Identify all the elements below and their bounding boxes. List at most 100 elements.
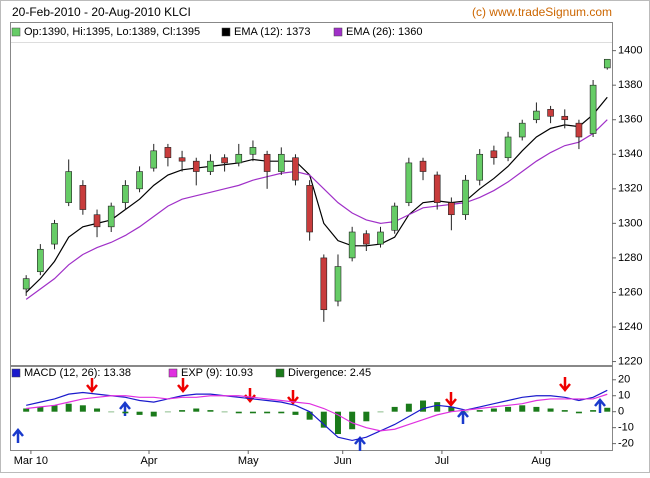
candle-body [377,231,384,245]
buy-arrow [354,436,366,451]
divergence-bar [349,411,356,430]
legend-label: Op:1390, Hi:1395, Lo:1389, Cl:1395 [24,26,200,38]
legend-swatch [11,27,21,37]
divergence-bar [590,410,597,412]
divergence-bar [249,411,256,414]
divergence-bar [179,410,186,412]
x-tick-label: Aug [531,455,551,467]
candle-body [150,150,158,169]
candle-body [122,185,129,203]
y-tick-label: 10 [618,390,630,402]
candle-body [405,162,413,203]
divergence-bar [519,405,526,412]
x-tick-label: Mar 10 [14,455,48,467]
sell-arrow [287,390,299,405]
candle-body [192,160,200,172]
divergence-bar [561,410,568,412]
y-tick-label: 1380 [618,79,642,91]
candle-body [391,205,398,231]
candle-body [476,153,484,181]
candle-body [533,110,540,121]
divergence-bar [334,411,341,435]
candle-body [448,202,455,216]
divergence-bar [94,408,101,412]
y-tick-label: 1340 [618,148,642,160]
candle-body [490,150,498,159]
legend-swatch [11,368,21,378]
candle-body [547,109,554,117]
candle-body [306,185,313,233]
divergence-bar [150,411,157,417]
candle-body [51,223,58,245]
buy-arrow [457,409,469,424]
legend-swatch [221,27,231,37]
x-tick-label: Jun [334,455,352,467]
candle-body [504,136,512,159]
copyright: (c) www.tradeSignum.com [472,5,612,19]
divergence-bar [462,411,469,413]
sell-arrow [177,378,189,393]
line-series [25,96,608,293]
candle-body [164,147,172,159]
y-tick-label: 1320 [618,183,642,195]
candle-body [207,160,214,172]
macd-panel [10,366,613,451]
x-tick-label: May [238,455,259,467]
candle-body [575,122,583,138]
y-tick-label: 1220 [618,355,642,367]
divergence-bar [235,411,242,414]
candle-body [561,115,569,121]
divergence-bar [122,411,129,414]
divergence-bar [575,411,582,414]
legend-label: MACD (12, 26): 13.38 [24,367,131,379]
divergence-bar [136,411,143,415]
line-series [25,119,608,300]
candle-body [363,233,370,245]
sell-arrow [86,378,98,393]
legend-swatch [275,368,285,378]
candle-body [277,153,285,172]
divergence-bar [292,411,299,415]
divergence-bar [306,411,313,420]
candle-body [348,231,356,259]
divergence-bar [164,411,171,413]
divergence-bar [434,402,441,412]
y-tick-label: 20 [618,374,630,386]
candle-body [433,174,441,203]
legend-swatch [333,27,343,37]
candle-body [518,122,526,138]
candle-body [65,171,72,203]
candle-body [235,153,243,164]
divergence-bar [604,407,611,412]
candle-body [22,278,30,290]
candle-body [320,257,328,311]
divergence-bar [65,403,72,412]
legend-label: EXP (9): 10.93 [181,367,253,379]
divergence-bar [23,408,30,412]
divergence-bar [505,406,512,412]
candle-body [419,160,427,172]
price-panel [10,22,613,366]
y-tick-label: 1360 [618,114,642,126]
divergence-bar [547,408,554,412]
divergence-bar [193,408,200,412]
divergence-bar [264,411,271,414]
candle-body [589,84,597,134]
candle-body [249,147,257,155]
sell-arrow [559,377,571,392]
y-tick-label: 1260 [618,286,642,298]
y-tick-label: 1400 [618,45,642,57]
divergence-bar [320,411,327,428]
divergence-bar [377,411,384,413]
legend-label: Divergence: 2.45 [288,367,371,379]
candle-body [334,266,342,302]
divergence-bar [405,403,412,412]
candle-body [603,58,611,69]
buy-arrow [594,398,606,413]
y-tick-label: -10 [618,422,634,434]
divergence-bar [363,411,370,422]
divergence-bar [51,405,58,412]
candle-body [79,185,87,210]
